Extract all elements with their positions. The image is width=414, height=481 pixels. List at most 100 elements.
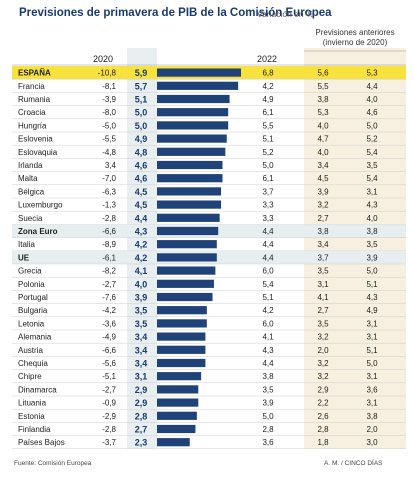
country-label: Polonia xyxy=(18,280,45,289)
value-2020: -8,0 xyxy=(102,108,116,117)
value-prev-2022: 4,3 xyxy=(366,293,378,302)
value-2020: -0,9 xyxy=(102,399,116,408)
value-2021: 4,0 xyxy=(135,279,148,289)
value-2022: 4,4 xyxy=(262,240,274,249)
value-prev-2022: 4,9 xyxy=(366,306,378,315)
value-2021: 3,5 xyxy=(135,319,148,329)
value-2020: -1,3 xyxy=(102,201,116,210)
value-2022: 5,1 xyxy=(262,135,274,144)
value-2020: -4,9 xyxy=(102,333,116,342)
bar-2021 xyxy=(157,438,190,447)
bar-2021 xyxy=(157,147,226,156)
value-prev-2021: 5,6 xyxy=(317,69,329,78)
bar-2021 xyxy=(157,68,241,77)
value-prev-2022: 3,0 xyxy=(366,438,378,447)
value-2022: 5,2 xyxy=(262,148,274,157)
bar-2021 xyxy=(157,385,199,394)
value-2021: 3,5 xyxy=(135,306,148,316)
value-prev-2021: 2,6 xyxy=(317,412,329,421)
value-2021: 4,2 xyxy=(135,240,148,250)
value-2022: 4,4 xyxy=(262,227,274,236)
country-label: Letonia xyxy=(18,319,45,328)
country-label: Luxemburgo xyxy=(18,201,63,210)
value-prev-2022: 3,1 xyxy=(366,319,378,328)
value-2020: -2,8 xyxy=(102,214,116,223)
value-prev-2021: 4,0 xyxy=(317,148,329,157)
value-2020: 3,4 xyxy=(105,161,117,170)
bar-2021 xyxy=(157,94,230,104)
value-2022: 3,5 xyxy=(262,385,274,394)
value-2020: -6,6 xyxy=(102,227,116,236)
value-2021: 3,4 xyxy=(135,359,148,369)
country-label: Chequia xyxy=(18,359,48,368)
value-2022: 5,4 xyxy=(262,280,274,289)
value-2021: 4,3 xyxy=(135,227,148,237)
value-2021: 4,1 xyxy=(135,266,148,276)
value-2021: 4,9 xyxy=(135,134,148,144)
value-2020: -7,0 xyxy=(102,174,116,183)
value-prev-2021: 4,1 xyxy=(317,293,329,302)
value-2020: -8,9 xyxy=(102,240,116,249)
value-prev-2022: 5,1 xyxy=(366,346,378,355)
value-prev-2022: 5,1 xyxy=(366,280,378,289)
value-prev-2022: 5,3 xyxy=(366,69,378,78)
country-label: Austria xyxy=(18,346,43,355)
value-prev-2022: 3,5 xyxy=(366,240,378,249)
value-prev-2021: 3,8 xyxy=(317,227,329,236)
country-label: Países Bajos xyxy=(18,438,65,447)
value-2022: 6,8 xyxy=(262,69,274,78)
country-label: Grecia xyxy=(18,267,42,276)
value-prev-2021: 3,9 xyxy=(317,187,329,196)
bar-2021 xyxy=(157,345,206,354)
value-2022: 3,9 xyxy=(262,399,274,408)
bar-2021 xyxy=(157,306,207,315)
value-2022: 3,3 xyxy=(262,214,274,223)
country-label: Portugal xyxy=(18,293,48,302)
value-prev-2021: 3,4 xyxy=(317,240,329,249)
column-2021-band xyxy=(127,48,157,449)
value-2022: 5,0 xyxy=(262,412,274,421)
value-prev-2021: 5,5 xyxy=(317,82,329,91)
value-prev-2021: 2,7 xyxy=(317,306,329,315)
value-2022: 5,5 xyxy=(262,121,274,130)
value-prev-2021: 3,2 xyxy=(317,372,329,381)
value-prev-2021: 4,0 xyxy=(317,121,329,130)
country-label: Croacia xyxy=(18,108,46,117)
value-2022: 6,1 xyxy=(262,174,274,183)
value-prev-2022: 3,1 xyxy=(366,372,378,381)
value-2020: -6,6 xyxy=(102,346,116,355)
column-header-2022: 2022 xyxy=(256,54,278,64)
country-label: UE xyxy=(18,253,30,262)
value-2022: 4,9 xyxy=(262,95,274,104)
bar-2021 xyxy=(157,187,222,196)
value-prev-2022: 3,8 xyxy=(366,412,378,421)
bar-2021 xyxy=(157,266,216,275)
value-2020: -4,2 xyxy=(102,306,116,315)
value-2021: 5,0 xyxy=(135,108,148,118)
value-2022: 4,1 xyxy=(262,333,274,342)
previous-forecast-season: (invierno de 2020) xyxy=(322,38,388,47)
chart-title: Previsiones de primavera de PIB de la Co… xyxy=(19,7,332,19)
value-2022: 6,0 xyxy=(262,267,274,276)
previous-forecast-band xyxy=(304,48,406,449)
value-2021: 5,0 xyxy=(135,121,148,131)
bar-2021 xyxy=(157,372,202,381)
value-2021: 3,4 xyxy=(135,332,148,342)
bar-2021 xyxy=(157,332,206,341)
value-2020: -8,2 xyxy=(102,267,116,276)
value-2020: -8,1 xyxy=(102,82,116,91)
value-prev-2022: 5,0 xyxy=(366,121,378,130)
value-2021: 4,2 xyxy=(135,253,148,263)
value-prev-2021: 3,5 xyxy=(317,319,329,328)
value-prev-2022: 4,6 xyxy=(366,108,378,117)
value-2022: 5,0 xyxy=(262,161,274,170)
value-2022: 6,1 xyxy=(262,108,274,117)
value-2021: 5,9 xyxy=(135,68,148,78)
value-prev-2021: 3,4 xyxy=(317,161,329,170)
value-prev-2022: 5,4 xyxy=(366,174,378,183)
credit-note: A. M. / CINCO DÍAS xyxy=(324,460,383,467)
value-2021: 4,6 xyxy=(135,161,148,171)
bar-2021 xyxy=(157,121,229,130)
value-2022: 4,2 xyxy=(262,82,274,91)
value-prev-2021: 5,3 xyxy=(317,108,329,117)
